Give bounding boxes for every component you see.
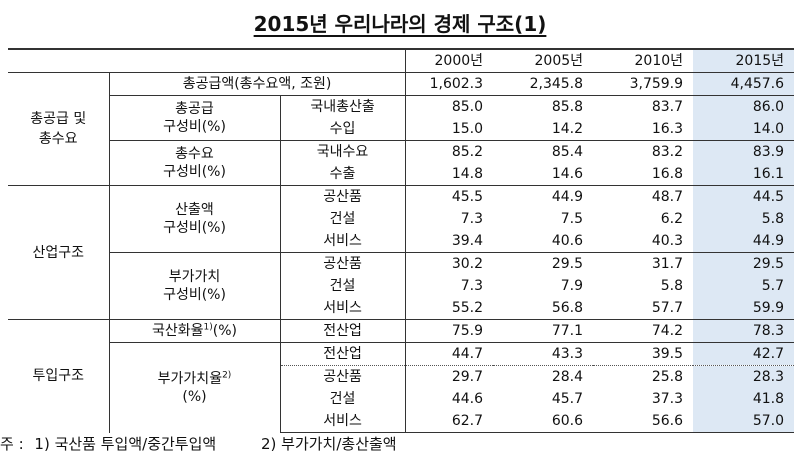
table-row: 서비스 55.2 56.8 57.7 59.9: [8, 297, 795, 320]
year-2000-header: 2000년: [404, 48, 494, 73]
footnote: 주 : 1) 국산품 투입액/중간투입액 2) 부가가치/총산출액: [0, 433, 403, 454]
footnote-1: 1) 국산품 투입액/중간투입액: [34, 435, 217, 453]
value-added-rate-label: 부가가치율2) (%): [108, 342, 280, 433]
year-2005-header: 2005년: [493, 48, 594, 73]
economic-structure-table: 2000년 2005년 2010년 2015년 총공급 및 총수요 총공급액(총…: [8, 48, 795, 433]
supply-composition-label: 총공급 구성비(%): [108, 95, 280, 141]
section-input-label: 투입구조: [8, 319, 109, 433]
table-row: 부가가치 구성비(%) 공산품 30.2 29.5 31.7 29.5: [8, 252, 795, 320]
table-row: 건설 7.3 7.9 5.8 5.7: [8, 275, 795, 297]
table-row: 총공급 구성비(%) 국내총산출 85.0 85.8 83.7 86.0: [8, 95, 795, 141]
demand-composition-label: 총수요 구성비(%): [108, 140, 280, 186]
table-row: 건설 7.3 7.5 6.2 5.8: [8, 208, 795, 230]
section-industry-label: 산업구조: [8, 185, 109, 320]
footnote-prefix: 주 :: [0, 435, 24, 453]
domestic-rate-label: 국산화율1)(%): [108, 319, 280, 343]
table-row: 부가가치율2) (%) 전산업 44.7 43.3 39.5 42.7: [8, 342, 795, 433]
table-row: 산업구조 산출액 구성비(%) 공산품 45.5 44.9 48.7 44.5: [8, 185, 795, 320]
section-supply-demand-label: 총공급 및 총수요: [8, 72, 109, 186]
table-title: 2015년 우리나라의 경제 구조(1): [253, 12, 547, 36]
table-row: 서비스 39.4 40.6 40.3 44.9: [8, 230, 795, 253]
total-supply-row: 총공급 및 총수요 총공급액(총수요액, 조원) 1,602.3 2,345.8…: [8, 72, 795, 186]
table-row: 공산품 29.7 28.4 25.8 28.3: [8, 365, 795, 388]
footnote-2: 2) 부가가치/총산출액: [260, 435, 397, 453]
table-row: 서비스 62.7 60.6 56.6 57.0: [8, 410, 795, 433]
table-row: 수입 15.0 14.2 16.3 14.0: [8, 118, 795, 141]
header-row: 2000년 2005년 2010년 2015년: [8, 48, 795, 73]
total-supply-label: 총공급액(총수요액, 조원): [108, 72, 406, 96]
table-row: 수출 14.8 14.6 16.8 16.1: [8, 163, 795, 186]
value-added-composition-label: 부가가치 구성비(%): [108, 252, 280, 320]
table-row: 투입구조 국산화율1)(%) 전산업 75.9 77.1 74.2 78.3: [8, 319, 795, 433]
table-row: 총수요 구성비(%) 국내수요 85.2 85.4 83.2 83.9: [8, 140, 795, 186]
year-2015-header: 2015년: [693, 48, 795, 73]
table-row: 건설 44.6 45.7 37.3 41.8: [8, 388, 795, 410]
year-2010-header: 2010년: [593, 48, 694, 73]
output-composition-label: 산출액 구성비(%): [108, 185, 280, 253]
